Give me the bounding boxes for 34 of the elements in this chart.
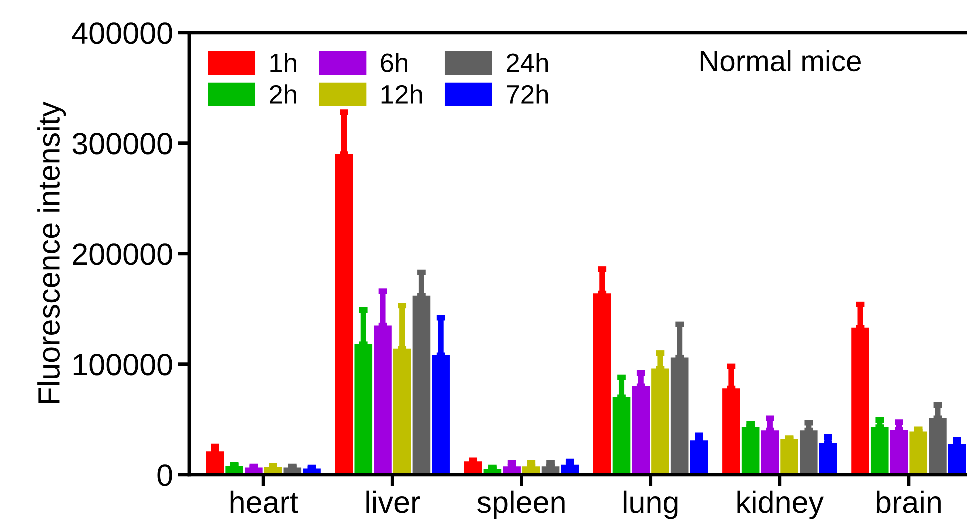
bar (393, 348, 412, 475)
annotation: Normal mice (700, 50, 861, 72)
x-tick-label: spleen (478, 490, 565, 520)
y-axis-title: Fluorescence intensity (38, 102, 66, 404)
y-tick-label: 300000 (72, 133, 172, 155)
bar (690, 440, 708, 475)
y-tick-label: 200000 (73, 244, 172, 266)
legend-label: 12h (382, 84, 422, 104)
bar (612, 398, 631, 475)
x-tick-label: brain (876, 490, 941, 514)
x-tick-label: lung (624, 490, 678, 520)
bar (761, 430, 780, 475)
bar (412, 296, 431, 475)
bar (354, 344, 373, 475)
bar (800, 430, 818, 475)
legend-label: 72h (507, 84, 548, 104)
y-tick-label: 0 (158, 464, 172, 486)
x-tick-label: kidney (738, 490, 824, 520)
legend-label: 6h (381, 53, 408, 72)
legend-label: 24h (507, 53, 548, 72)
bar (206, 452, 224, 475)
y-tick-label: 100000 (74, 354, 172, 376)
bar (670, 358, 689, 475)
bar (632, 386, 650, 475)
y-tick-label: 400000 (72, 22, 172, 44)
legend-label: 2h (270, 84, 296, 104)
bar (335, 154, 354, 475)
x-tick-label: heart (230, 490, 298, 514)
bar (819, 443, 838, 475)
legend-label: 1h (270, 53, 296, 72)
bar (870, 427, 889, 475)
bar (593, 294, 612, 475)
x-tick-label: liver (366, 490, 420, 514)
bar (890, 430, 908, 475)
